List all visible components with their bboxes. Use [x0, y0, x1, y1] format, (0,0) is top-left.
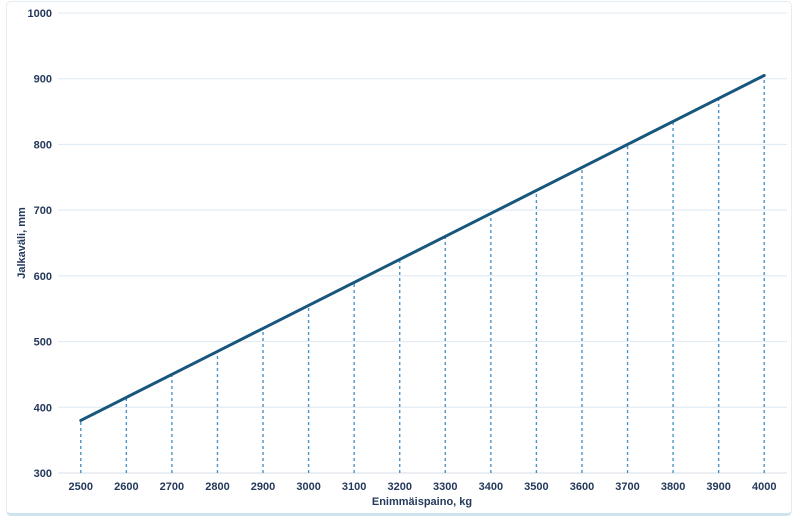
x-tick-label: 2800	[205, 481, 229, 493]
x-tick-label: 3900	[706, 481, 730, 493]
x-tick-label: 3100	[342, 481, 366, 493]
y-tick-label: 300	[34, 468, 52, 480]
y-tick-label: 900	[34, 74, 52, 86]
y-tick-label: 500	[34, 337, 52, 349]
x-tick-label: 3000	[296, 481, 320, 493]
x-tick-label: 2700	[160, 481, 184, 493]
y-tick-label: 400	[34, 402, 52, 414]
x-tick-label: 2900	[251, 481, 275, 493]
series-line	[79, 73, 766, 422]
y-tick-label: 700	[34, 205, 52, 217]
gridlines-group	[58, 12, 787, 474]
x-tick-label: 2600	[114, 481, 138, 493]
y-tick-label: 1000	[28, 8, 52, 20]
y-tick-label: 600	[34, 271, 52, 283]
x-tick-label: 3700	[615, 481, 639, 493]
series-line-group	[79, 73, 766, 422]
x-tick-label: 3500	[524, 481, 548, 493]
x-tick-label: 3800	[661, 481, 685, 493]
y-tick-labels-group: 300 400 500 600 700 800 900 1000	[28, 8, 52, 480]
x-tick-label: 3400	[479, 481, 503, 493]
x-axis-title: Enimmäispaino, kg	[371, 496, 473, 508]
x-tick-label: 4000	[752, 481, 776, 493]
x-tick-label: 2500	[69, 481, 93, 493]
x-tick-label: 3200	[387, 481, 411, 493]
y-tick-label: 800	[34, 139, 52, 151]
y-axis-title: Jalkaväli, mm	[16, 207, 28, 279]
x-tick-labels-group: 2500 2600 2700 2800 2900 3000 3100 3200 3300 3400…	[69, 481, 777, 493]
x-tick-label: 3300	[433, 481, 457, 493]
drop-lines-group	[80, 75, 765, 473]
x-tick-label: 3600	[570, 481, 594, 493]
